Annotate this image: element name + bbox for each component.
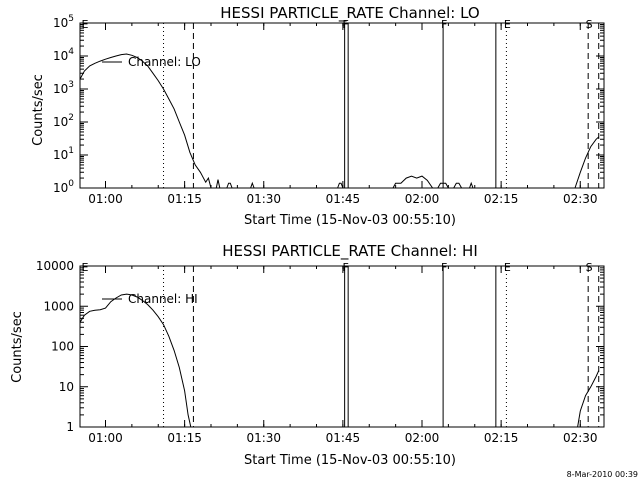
lo-series-line bbox=[215, 179, 221, 189]
hi-x-tick-label: 02:00 bbox=[405, 431, 440, 445]
lo-series-line bbox=[392, 175, 434, 189]
hi-event-marker-label: F bbox=[342, 261, 348, 274]
lo-channel-panel: HESSI PARTICLE_RATE Channel: LO Start Ti… bbox=[31, 4, 605, 228]
generation-timestamp: 8-Mar-2010 00:39 bbox=[567, 470, 638, 479]
lo-y-tick-label: 100 bbox=[53, 179, 74, 195]
hi-y-axis-label: Counts/sec bbox=[10, 311, 25, 383]
hi-event-marker-label: S bbox=[586, 261, 593, 274]
lo-plot-frame bbox=[79, 22, 605, 189]
lo-series-line bbox=[574, 136, 600, 189]
lo-event-marker-label: F bbox=[441, 18, 447, 31]
hi-x-tick-label: 02:30 bbox=[563, 431, 598, 445]
hi-x-tick-label: 01:00 bbox=[88, 431, 123, 445]
lo-y-tick-base: 10 bbox=[53, 115, 68, 129]
hi-plot-frame bbox=[79, 265, 605, 428]
hi-x-tick-label: 01:45 bbox=[326, 431, 361, 445]
lo-y-tick-exponent: 5 bbox=[68, 14, 74, 24]
lo-y-tick-base: 10 bbox=[53, 82, 68, 96]
lo-y-tick-exponent: 3 bbox=[68, 80, 74, 90]
lo-y-tick-label: 101 bbox=[53, 146, 74, 162]
hi-event-marker-label: F bbox=[441, 261, 447, 274]
lo-x-tick-label: 02:15 bbox=[484, 192, 519, 206]
hi-y-tick-label: 1000 bbox=[43, 299, 74, 313]
lo-series-line bbox=[337, 182, 344, 189]
lo-y-tick-label: 102 bbox=[53, 113, 74, 129]
lo-x-tick-label: 01:00 bbox=[88, 192, 123, 206]
lo-event-marker-label: S bbox=[586, 18, 593, 31]
hi-y-tick-label: 10 bbox=[59, 380, 74, 394]
lo-y-tick-label: 104 bbox=[53, 47, 74, 63]
hi-x-tick-label: 01:15 bbox=[167, 431, 202, 445]
lo-y-tick-exponent: 2 bbox=[68, 113, 74, 123]
lo-y-axis-label: Counts/sec bbox=[31, 74, 46, 146]
lo-series-line bbox=[437, 182, 449, 189]
hi-x-tick-label: 02:15 bbox=[484, 431, 519, 445]
hi-chart-title: HESSI PARTICLE_RATE Channel: HI bbox=[222, 242, 478, 261]
lo-y-tick-base: 10 bbox=[53, 49, 68, 63]
lo-chart-title: HESSI PARTICLE_RATE Channel: LO bbox=[220, 4, 479, 23]
lo-y-tick-label: 103 bbox=[53, 80, 74, 96]
lo-series-line bbox=[469, 181, 474, 189]
lo-x-tick-label: 02:00 bbox=[405, 192, 440, 206]
lo-y-tick-exponent: 1 bbox=[68, 146, 74, 156]
lo-y-tick-exponent: 0 bbox=[68, 179, 74, 189]
hi-series-line bbox=[577, 370, 600, 428]
lo-y-tick-base: 10 bbox=[53, 16, 68, 30]
hi-event-marker-label: E bbox=[504, 261, 511, 274]
hi-series-line bbox=[79, 293, 192, 428]
lo-legend-label: Channel: LO bbox=[128, 55, 201, 69]
hi-channel-panel: HESSI PARTICLE_RATE Channel: HI Start Ti… bbox=[10, 242, 605, 468]
hi-y-tick-label: 100 bbox=[51, 340, 74, 354]
lo-series-line bbox=[226, 182, 233, 189]
lo-x-tick-label: 01:30 bbox=[246, 192, 281, 206]
lo-series-line bbox=[79, 53, 212, 189]
lo-x-axis-label: Start Time (15-Nov-03 00:55:10) bbox=[244, 213, 456, 228]
lo-event-marker-label: E bbox=[82, 18, 89, 31]
lo-event-marker-label: E bbox=[504, 18, 511, 31]
lo-y-tick-label: 105 bbox=[53, 14, 74, 30]
hi-legend-label: Channel: HI bbox=[128, 292, 198, 306]
hi-y-tick-label: 1 bbox=[66, 420, 74, 434]
hi-x-tick-label: 01:30 bbox=[246, 431, 281, 445]
lo-x-tick-label: 01:45 bbox=[326, 192, 361, 206]
hi-y-tick-label: 10000 bbox=[36, 259, 74, 273]
hi-event-marker-label: E bbox=[82, 261, 89, 274]
lo-y-tick-exponent: 4 bbox=[68, 47, 74, 57]
lo-series-line bbox=[453, 182, 463, 189]
lo-y-tick-base: 10 bbox=[53, 148, 68, 162]
lo-series-line bbox=[250, 181, 255, 189]
lo-x-tick-label: 02:30 bbox=[563, 192, 598, 206]
lo-x-tick-label: 01:15 bbox=[167, 192, 202, 206]
hi-x-axis-label: Start Time (15-Nov-03 00:55:10) bbox=[244, 453, 456, 468]
lo-y-tick-base: 10 bbox=[53, 181, 68, 195]
lo-event-marker-label: F bbox=[342, 18, 348, 31]
